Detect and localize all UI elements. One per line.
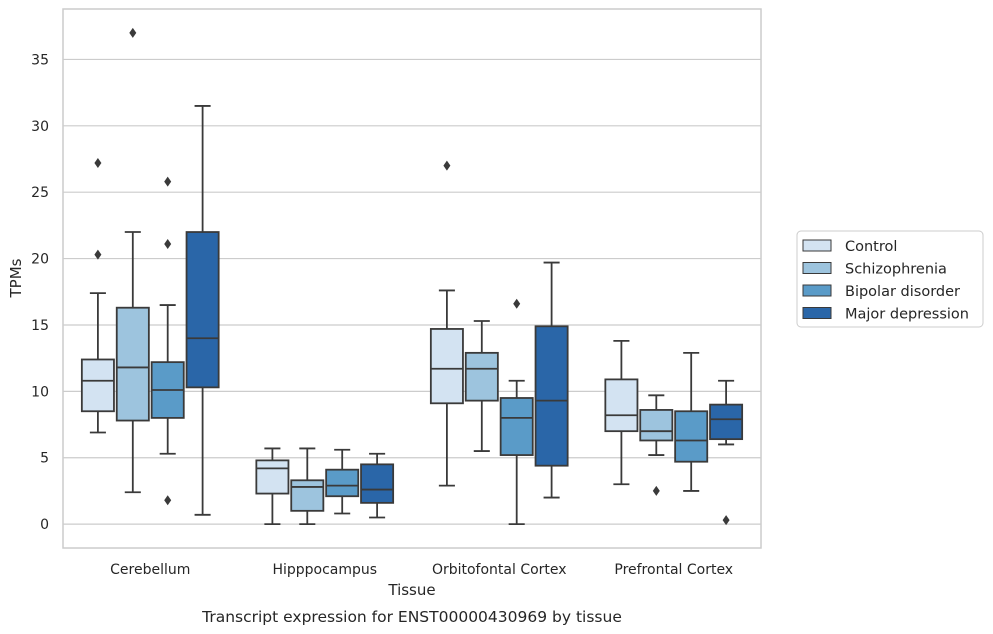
x-tick-labels: Cerebellum Hipppocampus Orbitofontal Corte… <box>110 562 733 578</box>
box-iqr <box>534 325 569 467</box>
outlier-point <box>94 249 102 260</box>
plot-frame <box>62 8 762 549</box>
box-iqr <box>674 410 709 463</box>
outlier-point <box>652 485 660 496</box>
box-cerebellum-bipolar-disorder <box>150 176 185 506</box>
box-iqr <box>604 378 639 433</box>
y-tick-labels: 0 5 10 15 20 25 30 35 <box>31 52 49 533</box>
y-tick-label: 20 <box>31 252 49 268</box>
box-cerebellum-control <box>80 158 115 434</box>
outlier-point <box>443 160 451 171</box>
box-iqr <box>464 351 499 402</box>
box-prefrontal-cortex-bipolar-disorder <box>674 351 709 492</box>
y-axis-label: TPMs <box>7 258 25 298</box>
y-tick-label: 0 <box>40 517 49 533</box>
legend-label: Bipolar disorder <box>845 284 960 300</box>
box-orbitofontal-cortex-bipolar-disorder <box>499 298 534 526</box>
x-tick-label: Cerebellum <box>110 562 190 578</box>
box-orbitofontal-cortex-schizophrenia <box>464 320 499 452</box>
box-prefrontal-cortex-control <box>604 339 639 486</box>
box-hipppocampus-bipolar-disorder <box>325 448 360 515</box>
box-iqr <box>325 468 360 498</box>
box-iqr <box>360 463 395 504</box>
legend-swatch <box>802 239 832 252</box>
box-hipppocampus-major-depression <box>360 452 395 519</box>
legend: Control Schizophrenia Bipolar disorder Majo… <box>796 230 984 328</box>
box-prefrontal-cortex-schizophrenia <box>639 394 674 496</box>
box-iqr <box>709 403 744 441</box>
box-iqr <box>499 397 534 456</box>
legend-label: Control <box>845 239 897 255</box>
legend-box <box>796 230 984 328</box>
legend-swatch <box>802 284 832 297</box>
y-tick-label: 30 <box>31 119 49 135</box>
outlier-point <box>129 27 137 38</box>
box-cerebellum-schizophrenia <box>115 27 150 494</box>
box-hipppocampus-schizophrenia <box>290 447 325 526</box>
y-tick-label: 10 <box>31 384 49 400</box>
outlier-point <box>164 176 172 187</box>
legend-swatch <box>802 307 832 319</box>
box-prefrontal-cortex-major-depression <box>709 379 744 526</box>
box-cerebellum-major-depression <box>185 105 220 516</box>
chart-caption: Transcript expression for ENST0000043096… <box>201 608 622 626</box>
box-orbitofontal-cortex-major-depression <box>534 261 569 499</box>
box-iqr <box>80 358 115 413</box>
box-iqr <box>290 479 325 512</box>
legend-item-schizophrenia: Schizophrenia <box>802 262 947 278</box>
outlier-point <box>94 158 102 168</box>
legend-item-bipolar-disorder: Bipolar disorder <box>802 284 960 300</box>
y-tick-label: 35 <box>31 52 49 68</box>
y-tick-label: 25 <box>31 185 49 201</box>
box-iqr <box>255 459 290 495</box>
legend-label: Major depression <box>845 307 969 323</box>
y-tick-label: 15 <box>31 318 49 334</box>
x-axis-label: Tissue <box>387 581 435 599</box>
box-hipppocampus-control <box>255 447 290 526</box>
x-tick-label: Hipppocampus <box>272 562 377 578</box>
box-iqr <box>115 306 150 422</box>
box-iqr <box>639 409 674 442</box>
box-iqr <box>185 231 220 389</box>
outlier-point <box>164 238 172 249</box>
x-tick-label: Prefrontal Cortex <box>614 562 733 578</box>
legend-label: Schizophrenia <box>845 262 947 278</box>
outlier-point <box>513 298 521 309</box>
x-tick-label: Orbitofontal Cortex <box>432 562 567 578</box>
legend-swatch <box>802 262 832 274</box>
legend-item-major-depression: Major depression <box>802 307 969 323</box>
outlier-point <box>722 515 730 526</box>
box-iqr <box>429 328 464 405</box>
box-plot-area <box>80 27 744 526</box>
box-orbitofontal-cortex-control <box>429 160 464 487</box>
y-tick-label: 5 <box>40 451 49 467</box>
legend-item-control: Control <box>802 239 897 255</box>
outlier-point <box>164 495 172 506</box>
